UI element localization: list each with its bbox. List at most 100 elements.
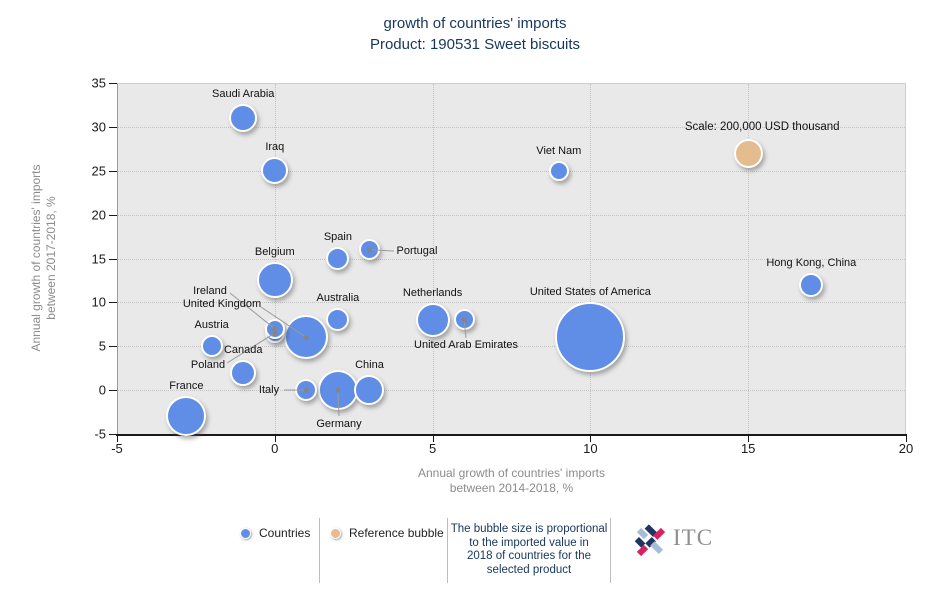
x-tick-label-10: 10 [583, 441, 598, 456]
bubble-viet-nam[interactable] [548, 160, 569, 181]
reference-bubble [733, 138, 763, 168]
bubble-canada[interactable] [230, 359, 257, 386]
chart-title-line1: growth of countries' imports [383, 15, 567, 32]
x-tick--5 [117, 436, 118, 442]
country-label-netherlands: Netherlands [402, 286, 463, 299]
itc-logo-pinwheel-icon [634, 524, 666, 557]
bubble-austria[interactable] [200, 335, 223, 358]
country-label-france: France [169, 380, 204, 393]
bubble-belgium[interactable] [256, 262, 293, 299]
itc-logo: ITC [631, 521, 751, 567]
bubble-iraq[interactable] [261, 157, 289, 185]
gridline-y-25 [118, 170, 905, 172]
itc-logo-text: ITC [673, 525, 714, 550]
bubble-germany[interactable] [317, 370, 358, 411]
legend-reference-label: Reference bubble [349, 526, 444, 540]
country-label-iraq: Iraq [265, 141, 285, 154]
x-tick-15 [748, 436, 750, 442]
y-tick-35 [109, 83, 117, 84]
scale-label: Scale: 200,000 USD thousand [684, 120, 840, 133]
bubble-netherlands[interactable] [415, 302, 450, 337]
country-label-belgium: Belgium [254, 246, 295, 259]
legend-countries-label: Countries [259, 526, 311, 540]
bubble-france[interactable] [166, 396, 207, 437]
bubble-united-arab-emirates[interactable] [453, 309, 475, 331]
legend-divider [610, 518, 611, 583]
y-tick-label-20: 20 [91, 207, 106, 223]
gridline-y-15 [118, 258, 905, 260]
legend-bubble-size-note: The bubble size is proportional to the i… [450, 523, 608, 577]
bubble-hong-kong-china[interactable] [799, 272, 824, 297]
x-axis-title-line1: Annual growth of countries' imports [417, 466, 606, 480]
y-tick-15 [109, 258, 117, 260]
legend-note-line3: 2018 of countries for the [466, 550, 592, 562]
country-label-ireland: Ireland [193, 285, 227, 297]
y-tick--5 [109, 434, 117, 435]
country-label-saudi-arabia: Saudi Arabia [212, 88, 275, 101]
x-axis-title: Annual growth of countries' imports betw… [117, 466, 906, 496]
y-tick-label--5: -5 [94, 426, 106, 442]
bubble-ireland[interactable] [264, 318, 285, 339]
x-tick-10 [590, 436, 592, 442]
x-tick-0 [274, 436, 276, 442]
y-tick-30 [109, 126, 117, 128]
y-tick-20 [109, 214, 117, 216]
legend-reference-swatch [330, 528, 341, 539]
gridline-y-30 [118, 126, 905, 128]
country-label-poland: Poland [190, 359, 226, 371]
bubble-united-states-of-america[interactable] [555, 302, 626, 373]
legend-countries-swatch [240, 528, 251, 539]
x-axis-line [116, 434, 907, 436]
country-label-china: China [355, 359, 384, 372]
y-tick-5 [109, 346, 117, 348]
country-label-germany: Germany [316, 418, 362, 430]
gridline-y-20 [118, 214, 905, 216]
y-tick-label-0: 0 [98, 382, 106, 398]
country-label-hong-kong-china: Hong Kong, China [766, 256, 857, 269]
y-tick-0 [109, 390, 117, 392]
y-axis-title-line1: Annual growth of countries' imports [29, 164, 43, 352]
chart-title: growth of countries' imports Product: 19… [0, 13, 950, 55]
country-label-spain: Spain [323, 231, 352, 243]
y-tick-label-10: 10 [91, 294, 106, 310]
country-label-australia: Australia [316, 292, 360, 305]
y-tick-label-25: 25 [91, 163, 106, 179]
y-tick-label-30: 30 [91, 119, 106, 135]
x-tick-label-20: 20 [898, 441, 914, 456]
x-tick-label-0: 0 [271, 441, 279, 456]
country-label-italy: Italy [258, 384, 280, 396]
gridline-y-0 [118, 390, 905, 392]
legend-note-line1: The bubble size is proportional [450, 523, 608, 535]
bubble-saudi-arabia[interactable] [229, 104, 258, 133]
country-label-united-arab-emirates: United Arab Emirates [414, 339, 518, 351]
legend-divider [447, 518, 448, 583]
bubble-spain[interactable] [326, 247, 350, 270]
country-label-united-states-of-america: United States of America [529, 286, 651, 299]
country-label-portugal: Portugal [396, 245, 438, 257]
y-tick-25 [109, 170, 117, 172]
country-label-austria: Austria [194, 319, 229, 332]
y-tick-label-15: 15 [91, 251, 106, 266]
gridline-y-10 [118, 302, 905, 304]
y-tick-10 [109, 302, 117, 304]
legend-note-line2: to the imported value in [469, 536, 589, 549]
country-label-canada: Canada [223, 343, 263, 356]
x-axis-title-line2: between 2014-2018, % [449, 481, 574, 495]
country-label-united-kingdom: United Kingdom [182, 298, 262, 310]
country-label-viet-nam: Viet Nam [536, 144, 582, 157]
legend-note-line4: selected product [486, 563, 572, 576]
x-tick-label-5: 5 [428, 441, 437, 456]
y-axis-title: Annual growth of countries' imports betw… [29, 98, 59, 418]
chart-title-line2: Product: 190531 Sweet biscuits [369, 36, 581, 53]
x-tick-label-15: 15 [740, 441, 756, 456]
gridline-y-5 [118, 346, 905, 348]
y-tick-label-5: 5 [98, 338, 106, 354]
x-tick-20 [906, 436, 907, 442]
y-axis-title-line2: between 2017-2018, % [44, 196, 58, 320]
y-tick-label-35: 35 [91, 75, 106, 91]
x-tick-label--5: -5 [111, 441, 123, 456]
bubble-china[interactable] [354, 375, 385, 406]
x-tick-5 [432, 436, 434, 442]
bubble-australia[interactable] [326, 308, 350, 332]
